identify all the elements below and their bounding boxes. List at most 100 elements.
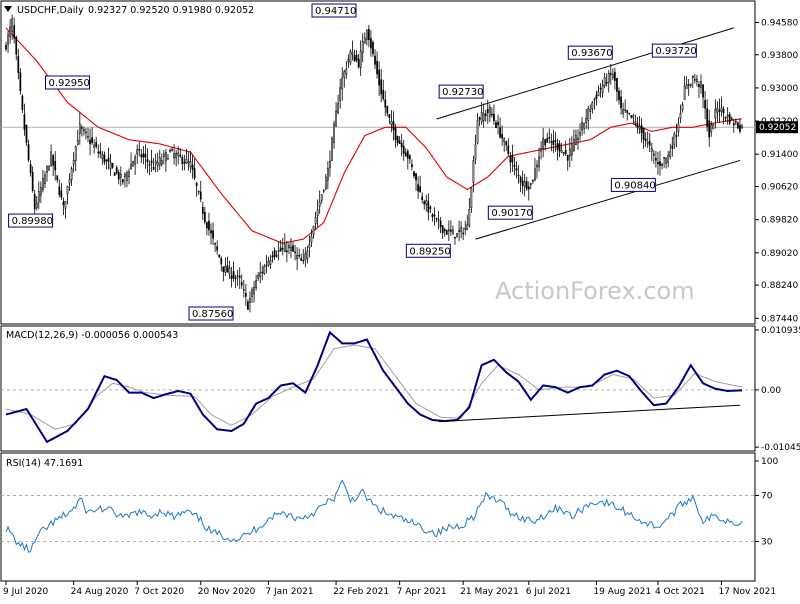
candle-body <box>708 120 711 138</box>
candle-body <box>382 89 385 100</box>
candle-body <box>691 76 694 79</box>
callout-label: 0.89980 <box>12 216 53 227</box>
candle-body <box>540 148 542 152</box>
candle <box>376 51 378 79</box>
candle-body <box>452 229 454 235</box>
candle <box>199 180 202 203</box>
candle-body <box>5 44 7 50</box>
candle-body <box>21 95 24 111</box>
candle-body <box>220 258 223 265</box>
candle-body <box>605 82 608 84</box>
candle-body <box>456 233 458 238</box>
chart-ohlc: 0.92327 0.92520 0.91980 0.92052 <box>88 5 254 16</box>
candle <box>601 79 604 98</box>
callout-box <box>405 243 451 258</box>
candle <box>238 267 241 289</box>
candle <box>374 49 376 70</box>
candle-body <box>468 209 471 226</box>
candle <box>447 220 450 241</box>
candle <box>396 135 399 147</box>
candle-body <box>675 135 678 137</box>
candle <box>431 212 434 222</box>
candle <box>46 165 48 182</box>
candle-body <box>226 265 229 273</box>
candle <box>158 149 161 171</box>
candle <box>195 181 198 197</box>
callout-box <box>438 84 484 99</box>
candle <box>607 70 610 93</box>
candle-body <box>511 155 514 163</box>
candle <box>509 151 512 174</box>
candle-body <box>601 84 604 94</box>
candle-body <box>519 176 522 183</box>
callout-label: 0.90840 <box>614 180 655 191</box>
candle-body <box>583 122 586 129</box>
candle-body <box>35 202 38 209</box>
candle <box>140 149 143 163</box>
candle-body <box>238 275 241 278</box>
candle <box>636 116 639 134</box>
candle-body <box>538 156 540 167</box>
candle-body <box>640 125 643 134</box>
candle-body <box>462 232 465 235</box>
candle-body <box>259 272 262 278</box>
candle-body <box>365 29 368 40</box>
candle-body <box>626 110 629 113</box>
candle <box>154 153 157 173</box>
candle <box>232 261 235 282</box>
candle-body <box>31 172 34 191</box>
candle-body <box>33 193 36 210</box>
candle <box>402 139 405 161</box>
candle <box>630 115 633 119</box>
candle-body <box>312 226 315 235</box>
candle <box>124 172 126 188</box>
candle <box>380 68 383 103</box>
candle-body <box>652 153 655 156</box>
candle-body <box>585 117 588 124</box>
candle-body <box>611 73 614 79</box>
candle <box>657 151 659 175</box>
candle <box>115 165 118 175</box>
candle <box>439 216 442 234</box>
candle-body <box>15 36 18 55</box>
candle-body <box>716 107 719 113</box>
candle <box>591 100 594 114</box>
candle-body <box>275 255 278 257</box>
candle <box>696 75 698 87</box>
candle <box>296 247 298 271</box>
candle-body <box>25 124 28 143</box>
candle-body <box>568 148 571 157</box>
last-price-tag <box>756 121 798 134</box>
candle-body <box>152 166 155 170</box>
candle <box>220 256 223 272</box>
callout-box <box>8 213 54 228</box>
candle-body <box>534 168 536 180</box>
candle-body <box>655 158 657 161</box>
chart-symbol: USDCHF,Daily <box>17 5 84 16</box>
candle-body <box>154 160 157 165</box>
candle <box>91 127 93 145</box>
candle-body <box>249 298 251 303</box>
candle <box>406 149 409 170</box>
candle <box>177 146 180 165</box>
candle-body <box>624 109 627 111</box>
candle-body <box>117 172 120 180</box>
candle <box>650 142 653 162</box>
candle <box>11 14 14 40</box>
candle <box>95 136 98 149</box>
candle-body <box>718 109 721 112</box>
candle <box>689 83 692 88</box>
candle-body <box>277 250 280 252</box>
candle-body <box>689 83 692 86</box>
candle <box>74 145 77 172</box>
candle <box>548 128 551 144</box>
candle-body <box>294 251 296 254</box>
candle <box>165 148 167 172</box>
candle <box>9 18 11 44</box>
candle-body <box>140 154 143 158</box>
candle <box>107 147 110 170</box>
candle <box>534 157 536 182</box>
candle-body <box>322 190 325 192</box>
candle <box>259 261 262 284</box>
candle <box>361 33 364 63</box>
